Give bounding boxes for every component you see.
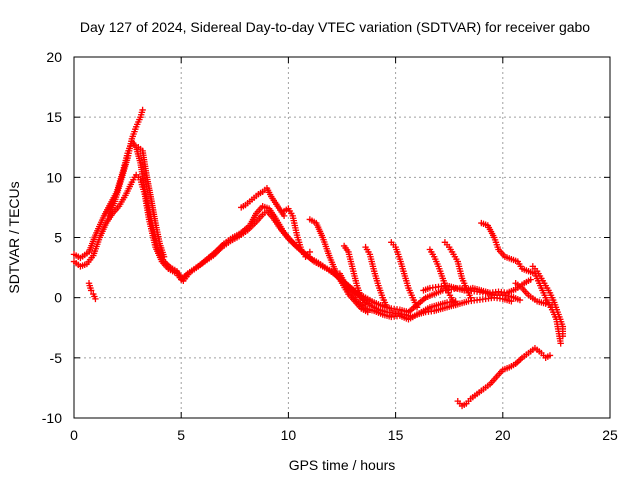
data-series — [388, 239, 421, 311]
y-tick-label: 15 — [46, 109, 62, 125]
data-series — [280, 205, 314, 260]
x-tick-label: 5 — [177, 427, 185, 443]
data-series — [454, 345, 554, 410]
data-series — [478, 219, 564, 347]
plot-frame — [73, 56, 611, 419]
data-series — [85, 280, 99, 303]
data-series — [70, 138, 459, 321]
data-point — [139, 106, 146, 114]
data-point — [546, 352, 554, 359]
x-tick-label: 25 — [602, 427, 618, 443]
y-axis-label: SDTVAR / TECUs — [6, 181, 22, 293]
y-tick-label: 10 — [46, 169, 62, 185]
data-series — [336, 270, 515, 323]
y-tick-label: -10 — [42, 410, 62, 426]
data-series — [238, 184, 288, 220]
data-point — [362, 301, 369, 309]
data-series — [441, 239, 474, 301]
y-tick-label: -5 — [50, 350, 63, 366]
data-point — [92, 295, 99, 303]
data-point — [516, 296, 524, 304]
data-point — [548, 301, 556, 309]
x-tick-label: 20 — [495, 427, 511, 443]
data-series — [426, 246, 459, 309]
data-series — [512, 280, 556, 309]
x-axis-label: GPS time / hours — [289, 457, 396, 473]
data-series — [362, 243, 391, 311]
x-tick-label: 0 — [70, 427, 78, 443]
tick-labels: 0 5 10 15 20 25 -10 -5 0 5 10 15 20 — [42, 49, 618, 443]
y-tick-label: 20 — [46, 49, 62, 65]
y-tick-label: 0 — [54, 290, 62, 306]
data-point — [559, 332, 567, 340]
data-series — [340, 242, 369, 309]
data-point — [160, 253, 168, 260]
data-point — [306, 248, 314, 256]
data-series — [529, 263, 567, 340]
data-point — [452, 301, 459, 309]
data-point — [383, 304, 391, 311]
data-series — [105, 106, 146, 220]
data-point — [87, 287, 95, 294]
y-tick-label: 5 — [54, 230, 62, 246]
data-point — [413, 304, 421, 311]
chart-title: Day 127 of 2024, Sidereal Day-to-day VTE… — [80, 19, 590, 35]
data-point — [557, 340, 564, 347]
data-point — [508, 298, 515, 305]
data-point — [527, 276, 534, 283]
axes — [73, 56, 611, 419]
data-markers — [70, 106, 567, 410]
x-tick-label: 10 — [281, 427, 297, 443]
data-point — [467, 294, 474, 301]
x-tick-label: 15 — [388, 427, 404, 443]
data-series — [135, 144, 168, 260]
